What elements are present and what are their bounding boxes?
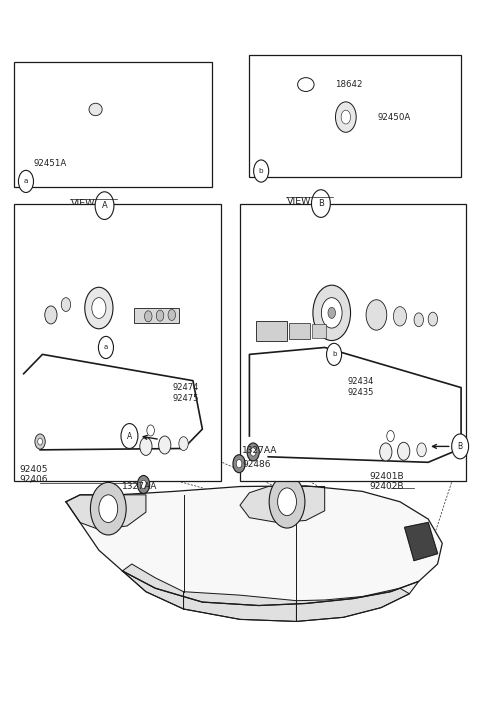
- Text: a: a: [24, 179, 28, 184]
- Bar: [14, 204, 221, 481]
- Polygon shape: [240, 486, 324, 522]
- Text: 92486: 92486: [242, 460, 271, 469]
- Circle shape: [168, 309, 176, 321]
- Bar: [134, 308, 179, 323]
- Bar: [289, 323, 310, 339]
- Polygon shape: [130, 417, 204, 460]
- Circle shape: [18, 170, 34, 193]
- Text: 92401B
92402B: 92401B 92402B: [370, 472, 404, 491]
- Circle shape: [414, 313, 423, 327]
- Polygon shape: [250, 277, 461, 355]
- Text: VIEW: VIEW: [71, 198, 95, 208]
- Text: B: B: [318, 199, 324, 208]
- Circle shape: [98, 336, 113, 359]
- Circle shape: [99, 495, 118, 522]
- Polygon shape: [370, 419, 456, 465]
- Ellipse shape: [298, 78, 314, 92]
- Bar: [14, 62, 212, 187]
- Text: b: b: [332, 352, 336, 357]
- Circle shape: [452, 434, 468, 459]
- Text: A: A: [127, 431, 132, 441]
- Circle shape: [387, 431, 394, 441]
- Circle shape: [158, 436, 171, 454]
- Text: 18642: 18642: [335, 80, 362, 89]
- Circle shape: [140, 438, 152, 455]
- Polygon shape: [315, 105, 339, 126]
- Text: 92434
92435: 92434 92435: [347, 377, 373, 397]
- Circle shape: [144, 311, 152, 322]
- Circle shape: [428, 312, 438, 326]
- Polygon shape: [122, 571, 419, 621]
- Circle shape: [121, 424, 138, 448]
- Text: 92474
92475: 92474 92475: [173, 383, 199, 403]
- Bar: [240, 204, 466, 481]
- Ellipse shape: [89, 103, 102, 116]
- Circle shape: [137, 475, 150, 493]
- Circle shape: [45, 306, 57, 324]
- Circle shape: [417, 443, 426, 457]
- Text: 1327AA: 1327AA: [242, 446, 278, 455]
- Bar: [250, 56, 461, 176]
- Circle shape: [393, 306, 407, 326]
- Text: 92405
92406: 92405 92406: [19, 465, 48, 484]
- Polygon shape: [24, 354, 203, 457]
- Circle shape: [156, 310, 164, 321]
- Bar: [312, 324, 325, 337]
- Polygon shape: [297, 588, 409, 621]
- Text: B: B: [457, 442, 463, 451]
- Circle shape: [247, 443, 259, 461]
- Polygon shape: [66, 486, 442, 606]
- Text: 1327AA: 1327AA: [122, 482, 158, 491]
- Circle shape: [253, 160, 269, 182]
- Circle shape: [251, 448, 256, 456]
- Circle shape: [326, 343, 342, 366]
- Circle shape: [38, 438, 42, 445]
- Circle shape: [366, 300, 387, 330]
- Circle shape: [92, 298, 106, 318]
- Circle shape: [61, 298, 71, 311]
- Circle shape: [179, 437, 188, 450]
- Circle shape: [341, 110, 350, 124]
- Circle shape: [236, 460, 242, 468]
- Polygon shape: [66, 102, 87, 124]
- Circle shape: [147, 425, 155, 436]
- Circle shape: [313, 285, 350, 340]
- Polygon shape: [405, 522, 438, 561]
- Circle shape: [95, 192, 114, 220]
- Bar: [256, 321, 287, 340]
- Circle shape: [269, 475, 305, 528]
- Text: 92450A: 92450A: [378, 112, 411, 121]
- Text: VIEW: VIEW: [287, 197, 312, 205]
- Circle shape: [90, 482, 126, 535]
- Circle shape: [380, 443, 392, 461]
- Text: a: a: [104, 345, 108, 350]
- Circle shape: [322, 298, 342, 328]
- Polygon shape: [122, 564, 183, 609]
- Polygon shape: [250, 347, 461, 465]
- Circle shape: [312, 190, 330, 217]
- Circle shape: [85, 287, 113, 329]
- Circle shape: [35, 434, 45, 449]
- Circle shape: [328, 307, 336, 318]
- Polygon shape: [66, 495, 146, 530]
- Text: A: A: [102, 201, 108, 210]
- Circle shape: [141, 480, 146, 489]
- Circle shape: [277, 488, 297, 515]
- Text: 92451A: 92451A: [33, 160, 66, 168]
- Circle shape: [336, 102, 356, 132]
- Polygon shape: [24, 280, 207, 354]
- Circle shape: [397, 442, 410, 460]
- Circle shape: [233, 455, 245, 473]
- Text: b: b: [259, 168, 264, 174]
- Polygon shape: [183, 592, 297, 621]
